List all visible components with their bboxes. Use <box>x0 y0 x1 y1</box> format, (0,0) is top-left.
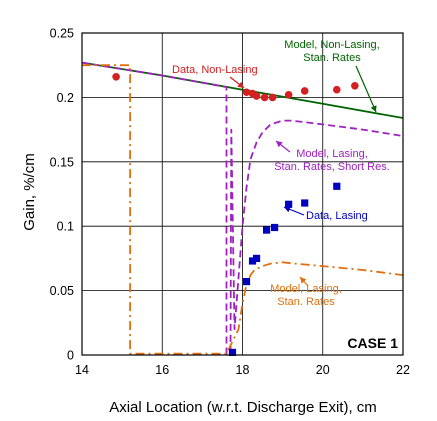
annotation-line: Data, Non-Lasing <box>172 64 258 76</box>
y-axis-title: Gain, %/cm <box>21 153 38 231</box>
annotation-4: Model, Lasing, Stan. Rates <box>270 283 342 308</box>
annotation-3: Data, Lasing <box>306 210 368 222</box>
annotation-0: Data, Non-Lasing <box>172 64 258 76</box>
series-line-1 <box>81 61 404 119</box>
annotation-leader <box>355 65 377 113</box>
annotation-line: Stan. Rates, Short Res. <box>274 161 390 173</box>
annotation-line: Stan. Rates <box>277 296 335 308</box>
data-point-lasing <box>242 277 251 286</box>
annotation-arrowhead <box>276 141 283 148</box>
annotation-arrowhead <box>300 277 307 284</box>
annotation-arrowhead <box>237 81 244 88</box>
data-point-non-lasing <box>351 82 359 90</box>
data-point-non-lasing <box>268 93 277 102</box>
data-point-lasing <box>301 199 309 207</box>
plot-frame <box>81 32 404 356</box>
x-tick-label: 22 <box>396 363 410 377</box>
data-point-non-lasing <box>252 92 261 100</box>
data-point-non-lasing <box>284 91 293 99</box>
data-point-non-lasing <box>260 93 269 102</box>
data-point-lasing <box>333 182 341 190</box>
tick-labels: 14 16 18 20 22 0 0.05 0.1 0.15 0.2 0.25 <box>50 27 410 378</box>
x-tick-label: 16 <box>155 363 169 377</box>
y-tick-label: 0.05 <box>50 284 74 298</box>
data-point-lasing <box>271 223 279 232</box>
annotation-line: Model, Lasing, <box>270 283 342 295</box>
annotation-line: Model, Lasing, <box>296 148 368 160</box>
annotation-arrowhead <box>284 206 291 213</box>
data-point-lasing <box>262 226 271 234</box>
annotation-arrowhead <box>370 105 377 112</box>
x-axis-title: Axial Location (w.r.t. Discharge Exit), … <box>109 399 377 416</box>
y-tick-label: 0.25 <box>50 27 74 41</box>
series-line-3 <box>81 61 404 355</box>
annotation-line: Data, Lasing <box>306 210 368 222</box>
series-line-4 <box>82 64 404 355</box>
data-point-lasing <box>252 254 261 262</box>
data-point-non-lasing <box>332 85 341 94</box>
y-tick-label: 0.15 <box>50 155 74 169</box>
annotation-line: Model, Non-Lasing, <box>284 39 379 51</box>
data-point-lasing <box>228 348 237 357</box>
data-point-non-lasing <box>300 87 309 95</box>
annotation-line: Stan. Rates <box>303 52 361 64</box>
annotation-2: Model, Lasing, Stan. Rates, Short Res. <box>274 148 390 173</box>
data-point-non-lasing <box>112 72 120 81</box>
y-tick-label: 0.1 <box>57 220 74 234</box>
y-tick-label: 0 <box>67 349 74 363</box>
x-tick-label: 20 <box>316 363 330 377</box>
annotation-1: Model, Non-Lasing, Stan. Rates <box>284 39 379 64</box>
x-tick-label: 18 <box>236 363 250 377</box>
y-tick-label: 0.2 <box>57 91 74 105</box>
x-tick-label: 14 <box>75 363 89 377</box>
data-point-lasing <box>248 257 257 265</box>
data-point-lasing <box>285 200 293 208</box>
data-point-non-lasing <box>242 88 251 97</box>
series-layer <box>81 61 404 357</box>
case-label: CASE 1 <box>347 335 398 351</box>
